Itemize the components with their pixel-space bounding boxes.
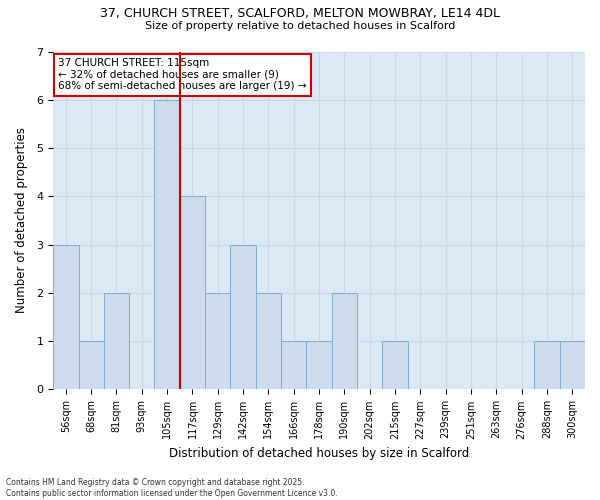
Bar bbox=[256, 293, 281, 390]
X-axis label: Distribution of detached houses by size in Scalford: Distribution of detached houses by size … bbox=[169, 447, 469, 460]
Bar bbox=[53, 244, 79, 390]
Text: 37, CHURCH STREET, SCALFORD, MELTON MOWBRAY, LE14 4DL: 37, CHURCH STREET, SCALFORD, MELTON MOWB… bbox=[100, 8, 500, 20]
Bar bbox=[332, 293, 357, 390]
Text: 37 CHURCH STREET: 115sqm
← 32% of detached houses are smaller (9)
68% of semi-de: 37 CHURCH STREET: 115sqm ← 32% of detach… bbox=[58, 58, 307, 92]
Bar bbox=[205, 293, 230, 390]
Bar bbox=[307, 341, 332, 390]
Bar bbox=[79, 341, 104, 390]
Y-axis label: Number of detached properties: Number of detached properties bbox=[15, 128, 28, 314]
Bar bbox=[230, 244, 256, 390]
Bar bbox=[180, 196, 205, 390]
Bar bbox=[560, 341, 585, 390]
Text: Contains HM Land Registry data © Crown copyright and database right 2025.
Contai: Contains HM Land Registry data © Crown c… bbox=[6, 478, 338, 498]
Bar bbox=[154, 100, 180, 390]
Bar bbox=[382, 341, 408, 390]
Bar bbox=[104, 293, 129, 390]
Bar bbox=[281, 341, 307, 390]
Bar bbox=[535, 341, 560, 390]
Text: Size of property relative to detached houses in Scalford: Size of property relative to detached ho… bbox=[145, 21, 455, 31]
